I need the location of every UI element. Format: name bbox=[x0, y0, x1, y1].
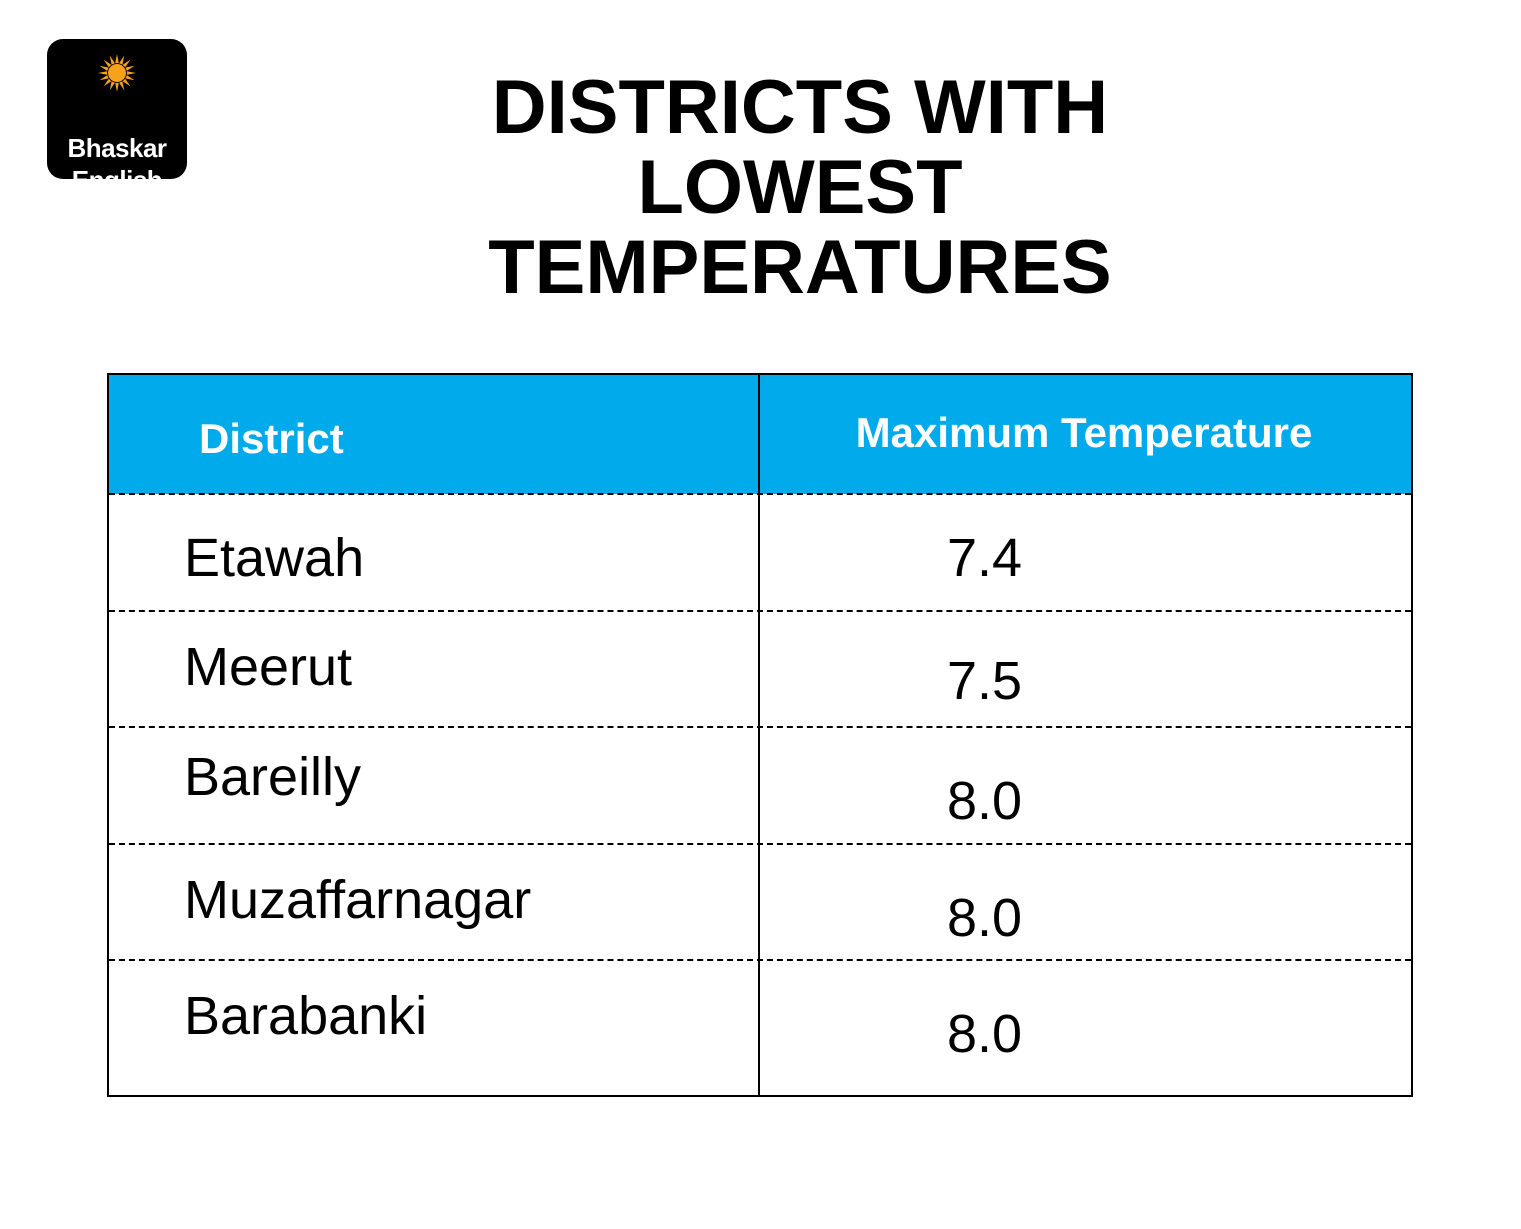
title-line-2: TEMPERATURES bbox=[488, 225, 1112, 310]
temperature-cell: 7.5 bbox=[947, 650, 1023, 711]
table-header bbox=[109, 375, 1411, 494]
bhaskar-english-logo: Bhaskar English bbox=[47, 39, 187, 195]
column-divider bbox=[758, 375, 760, 1095]
district-cell: Bareilly bbox=[184, 747, 362, 807]
column-header-max-temperature: Maximum Temperature bbox=[855, 409, 1313, 456]
temperature-cell: 8.0 bbox=[947, 771, 1023, 831]
row-separator bbox=[109, 959, 1411, 961]
row-separator bbox=[109, 842, 1411, 845]
title-line-1: DISTRICTS WITH LOWEST bbox=[491, 65, 1109, 230]
temperature-cell: 8.0 bbox=[947, 887, 1023, 948]
page-title: DISTRICTS WITH LOWEST TEMPERATURES bbox=[330, 68, 1270, 308]
header-separator bbox=[109, 493, 1411, 495]
district-cell: Muzaffarnagar bbox=[184, 869, 532, 930]
row-separator bbox=[109, 609, 1411, 612]
district-cell: Etawah bbox=[184, 528, 365, 588]
row-separator bbox=[109, 726, 1411, 728]
logo-line-1: Bhaskar bbox=[67, 133, 167, 163]
temperature-cell: 7.4 bbox=[947, 528, 1023, 588]
sun-icon bbox=[98, 54, 136, 92]
district-cell: Meerut bbox=[184, 636, 353, 697]
district-cell: Barabanki bbox=[184, 986, 428, 1046]
column-header-district: District bbox=[199, 415, 344, 462]
temperature-cell: 8.0 bbox=[947, 1004, 1023, 1064]
logo-line-2: English bbox=[71, 165, 163, 195]
temperature-table: District Maximum Temperature Etawah 7.4 Me… bbox=[107, 373, 1413, 1097]
